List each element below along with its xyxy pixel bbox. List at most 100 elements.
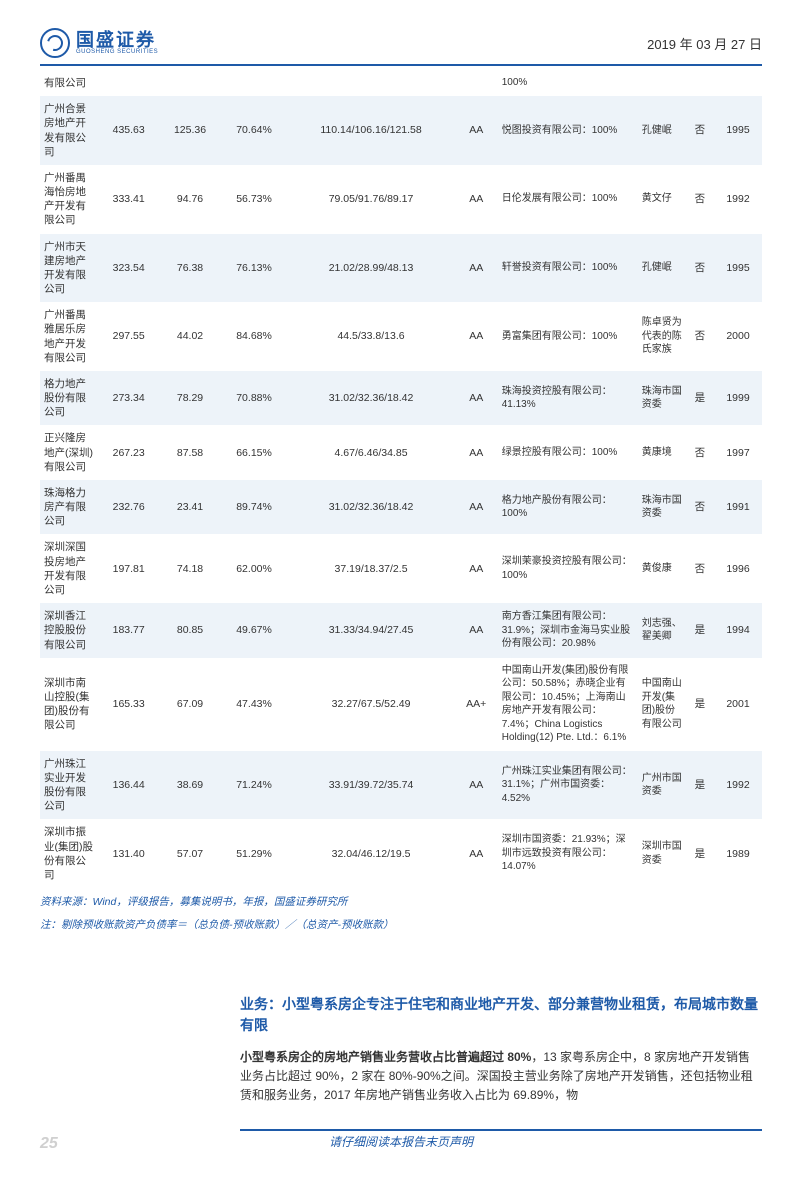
- section-title: 业务：小型粤系房企专注于住宅和商业地产开发、部分兼营物业租赁，布局城市数量有限: [40, 994, 762, 1036]
- cell-v2: 94.76: [159, 165, 220, 234]
- cell-controller: 黄文仔: [638, 165, 686, 234]
- cell-v3: 70.88%: [221, 371, 288, 426]
- logo-en-text: GUOSHENG SECURITIES: [76, 49, 158, 55]
- cell-v1: 136.44: [98, 751, 159, 820]
- table-row: 珠海格力房产有限公司232.7623.4189.74%31.02/32.36/1…: [40, 480, 762, 535]
- cell-v4: 44.5/33.8/13.6: [287, 302, 454, 371]
- cell-year: 2000: [714, 302, 762, 371]
- cell-shareholder: 格力地产股份有限公司：100%: [498, 480, 638, 535]
- cell-rating: AA: [455, 302, 498, 371]
- cell-v3: 89.74%: [221, 480, 288, 535]
- cell-company: 深圳市南山控股(集团)股份有限公司: [40, 658, 98, 751]
- cell-year: 1992: [714, 751, 762, 820]
- cell-controller: 黄康境: [638, 425, 686, 480]
- cell-shareholder: 广州珠江实业集团有限公司：31.1%；广州市国资委：4.52%: [498, 751, 638, 820]
- cell-rating: AA+: [455, 658, 498, 751]
- cell-v3: 71.24%: [221, 751, 288, 820]
- page-header: 国盛证券 GUOSHENG SECURITIES 2019 年 03 月 27 …: [40, 28, 762, 66]
- cell-v3: 49.67%: [221, 603, 288, 658]
- cell-shareholder: 中国南山开发(集团)股份有限公司：50.58%；赤晓企业有限公司：10.45%；…: [498, 658, 638, 751]
- section-body: 小型粤系房企的房地产销售业务营收占比普遍超过 80%，13 家粤系房企中，8 家…: [40, 1048, 762, 1106]
- cell-v4: 4.67/6.46/34.85: [287, 425, 454, 480]
- logo-block: 国盛证券 GUOSHENG SECURITIES: [40, 28, 158, 58]
- page-number: 25: [40, 1135, 58, 1153]
- cell-year: 1992: [714, 165, 762, 234]
- section-body-bold: 小型粤系房企的房地产销售业务营收占比普遍超过 80%: [240, 1050, 531, 1064]
- footer-disclaimer: 请仔细阅读本报告末页声明: [40, 1133, 762, 1150]
- cell-listed: 否: [686, 165, 714, 234]
- cell-v1: 232.76: [98, 480, 159, 535]
- data-table: 有限公司 100% 广州合景房地产开发有限公司435.63125.3670.64…: [40, 70, 762, 888]
- cell-company: 广州珠江实业开发股份有限公司: [40, 751, 98, 820]
- cell-year: 1995: [714, 234, 762, 303]
- cell-v3: 70.64%: [221, 96, 288, 165]
- cell-shareholder: 勇富集团有限公司：100%: [498, 302, 638, 371]
- cell-year: 1989: [714, 819, 762, 888]
- cell-controller: 深圳市国资委: [638, 819, 686, 888]
- cell-company: 广州番禺海怡房地产开发有限公司: [40, 165, 98, 234]
- cell-rating: AA: [455, 480, 498, 535]
- cell-v2: 125.36: [159, 96, 220, 165]
- table-row: 广州番禺海怡房地产开发有限公司333.4194.7656.73%79.05/91…: [40, 165, 762, 234]
- cell-pct: 100%: [498, 70, 638, 96]
- cell-v2: 76.38: [159, 234, 220, 303]
- cell-v4: 79.05/91.76/89.17: [287, 165, 454, 234]
- calc-note: 注：剔除预收账款资产负债率＝（总负债-预收账款）／（总资产-预收账款）: [40, 917, 762, 934]
- table-row-continuation: 有限公司 100%: [40, 70, 762, 96]
- cell-company: 有限公司: [40, 70, 98, 96]
- cell-v2: 23.41: [159, 480, 220, 535]
- cell-shareholder: 珠海投资控股有限公司：41.13%: [498, 371, 638, 426]
- cell-v1: 197.81: [98, 534, 159, 603]
- cell-v4: 110.14/106.16/121.58: [287, 96, 454, 165]
- table-row: 深圳市振业(集团)股份有限公司131.4057.0751.29%32.04/46…: [40, 819, 762, 888]
- cell-v1: 273.34: [98, 371, 159, 426]
- cell-shareholder: 日伦发展有限公司：100%: [498, 165, 638, 234]
- cell-shareholder: 深圳茉豪投资控股有限公司：100%: [498, 534, 638, 603]
- cell-controller: 孔健岷: [638, 96, 686, 165]
- cell-v1: 297.55: [98, 302, 159, 371]
- cell-year: 1996: [714, 534, 762, 603]
- table-row: 深圳市南山控股(集团)股份有限公司165.3367.0947.43%32.27/…: [40, 658, 762, 751]
- cell-v3: 51.29%: [221, 819, 288, 888]
- cell-v4: 37.19/18.37/2.5: [287, 534, 454, 603]
- cell-year: 1997: [714, 425, 762, 480]
- cell-listed: 否: [686, 425, 714, 480]
- table-row: 广州市天建房地产开发有限公司323.5476.3876.13%21.02/28.…: [40, 234, 762, 303]
- cell-year: 1995: [714, 96, 762, 165]
- table-row: 正兴隆房地产(深圳)有限公司267.2387.5866.15%4.67/6.46…: [40, 425, 762, 480]
- source-note: 资料来源：Wind，评级报告，募集说明书，年报，国盛证券研究所: [40, 894, 762, 911]
- cell-rating: AA: [455, 425, 498, 480]
- cell-listed: 是: [686, 819, 714, 888]
- cell-v3: 56.73%: [221, 165, 288, 234]
- cell-company: 深圳深国投房地产开发有限公司: [40, 534, 98, 603]
- cell-listed: 否: [686, 302, 714, 371]
- table-row: 格力地产股份有限公司273.3478.2970.88%31.02/32.36/1…: [40, 371, 762, 426]
- cell-controller: 珠海市国资委: [638, 480, 686, 535]
- page-footer: 25 请仔细阅读本报告末页声明: [40, 1129, 762, 1159]
- cell-v3: 66.15%: [221, 425, 288, 480]
- cell-shareholder: 悦图投资有限公司：100%: [498, 96, 638, 165]
- cell-v1: 323.54: [98, 234, 159, 303]
- cell-controller: 陈卓贤为代表的陈氏家族: [638, 302, 686, 371]
- cell-rating: AA: [455, 819, 498, 888]
- cell-v2: 38.69: [159, 751, 220, 820]
- cell-v1: 131.40: [98, 819, 159, 888]
- cell-v2: 80.85: [159, 603, 220, 658]
- cell-company: 深圳市振业(集团)股份有限公司: [40, 819, 98, 888]
- cell-listed: 是: [686, 751, 714, 820]
- table-row: 广州番禺雅居乐房地产开发有限公司297.5544.0284.68%44.5/33…: [40, 302, 762, 371]
- cell-v2: 44.02: [159, 302, 220, 371]
- cell-controller: 珠海市国资委: [638, 371, 686, 426]
- cell-v4: 32.27/67.5/52.49: [287, 658, 454, 751]
- cell-listed: 否: [686, 96, 714, 165]
- cell-controller: 刘志强、翟美卿: [638, 603, 686, 658]
- cell-rating: AA: [455, 603, 498, 658]
- cell-rating: AA: [455, 234, 498, 303]
- cell-year: 1994: [714, 603, 762, 658]
- cell-listed: 否: [686, 534, 714, 603]
- cell-v4: 33.91/39.72/35.74: [287, 751, 454, 820]
- cell-v2: 78.29: [159, 371, 220, 426]
- cell-listed: 否: [686, 234, 714, 303]
- cell-v3: 47.43%: [221, 658, 288, 751]
- cell-listed: 是: [686, 658, 714, 751]
